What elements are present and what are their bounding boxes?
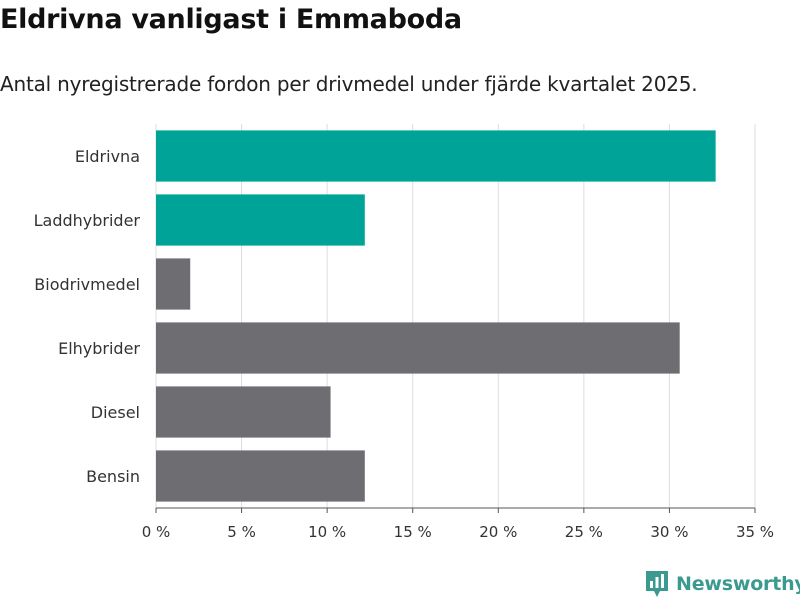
category-label: Laddhybrider [34,211,141,230]
x-axis: 0 % 5 % 10 % 15 % 20 % 25 % 30 % 35 % [142,507,774,541]
x-tick-label: 15 % [394,523,432,541]
x-tick-label: 10 % [308,523,346,541]
category-label: Eldrivna [75,147,140,166]
brand-name: Newsworthy [676,573,800,595]
x-tick-label: 35 % [736,523,774,541]
newsworthy-icon [646,571,668,597]
bars [156,130,716,502]
category-labels: Eldrivna Laddhybrider Biodrivmedel Elhybrid… [34,147,141,486]
bar-elhybrider [156,322,680,374]
x-tick-label: 25 % [565,523,603,541]
chart-subtitle: Antal nyregistrerade fordon per drivmede… [0,72,698,96]
category-label: Elhybrider [58,339,140,358]
category-label: Diesel [91,403,140,422]
category-label: Bensin [86,467,140,486]
x-tick-label: 30 % [650,523,688,541]
x-tick-label: 0 % [142,523,171,541]
bar-bensin [156,450,365,502]
x-tick-label: 5 % [227,523,256,541]
bar-laddhybrider [156,194,365,246]
gridlines [155,124,756,508]
bar-eldrivna [156,130,716,182]
newsworthy-logo: Newsworthy [644,568,800,600]
x-tick-label: 20 % [479,523,517,541]
category-label: Biodrivmedel [34,275,140,294]
chart-title: Eldrivna vanligast i Emmaboda [0,4,462,35]
bar-biodrivmedel [156,258,191,310]
bar-diesel [156,386,331,438]
